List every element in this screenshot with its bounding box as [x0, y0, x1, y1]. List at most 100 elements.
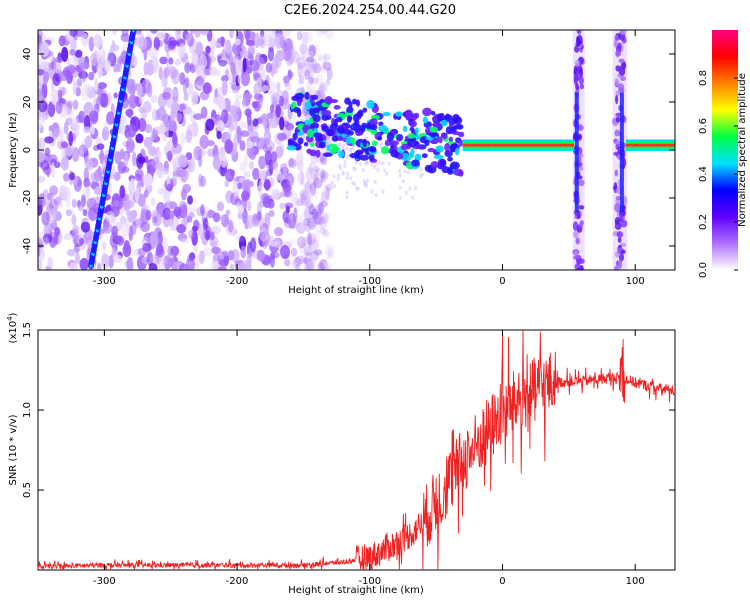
spectral-blob [268, 117, 279, 129]
spectral-blob [232, 44, 241, 55]
spectral-blob [217, 94, 224, 105]
spectral-blob [317, 261, 326, 270]
spectral-blob [38, 198, 43, 206]
spectral-blob [322, 152, 333, 157]
spectral-blob [311, 170, 318, 182]
spectral-blob [316, 168, 322, 175]
spectral-blob [116, 56, 121, 73]
x-tick-label: 100 [626, 576, 645, 587]
spectral-blob [346, 171, 350, 176]
colorbar-tick-label: 0.4 [698, 166, 709, 182]
spectral-blob [116, 235, 125, 246]
spectral-blob [300, 38, 310, 55]
spectral-blob [308, 69, 315, 85]
spectral-blob [134, 188, 140, 203]
spectral-blob [117, 161, 127, 174]
spectral-blob [579, 83, 585, 90]
spectral-blob [177, 233, 188, 242]
spectral-blob [68, 130, 73, 147]
spectral-blob [110, 103, 115, 115]
x-tick-label: -300 [93, 276, 116, 287]
spectral-blob [313, 63, 322, 74]
spectral-blob [80, 221, 91, 233]
spectral-blob [244, 152, 249, 166]
spectral-blob [249, 60, 260, 72]
spectral-blob [448, 123, 454, 128]
spectral-blob [306, 217, 314, 227]
spectral-blob [349, 176, 353, 181]
spectral-blob [575, 82, 580, 91]
spectral-blob [58, 70, 64, 83]
spectral-blob [371, 140, 378, 147]
spectral-blob [96, 63, 104, 73]
spectral-blob [276, 82, 281, 91]
spectral-blob [286, 145, 297, 151]
spectral-blob [86, 159, 94, 171]
spectral-blob [161, 236, 169, 251]
spectral-blob [301, 61, 311, 77]
spectral-blob [618, 259, 623, 269]
spectral-blob [319, 83, 329, 95]
spectral-blob [197, 153, 203, 168]
spectral-blob [615, 116, 621, 123]
spectral-blob [310, 239, 319, 250]
colorbar-gradient [712, 30, 738, 270]
spectral-blob [146, 251, 154, 267]
spectral-blob [314, 204, 322, 218]
spectral-blob [341, 170, 345, 175]
spectral-blob [141, 256, 150, 265]
spectral-blob [134, 173, 142, 181]
spectral-blob [137, 37, 148, 50]
spectral-blob [179, 263, 189, 270]
spectral-blob [319, 259, 328, 270]
spectral-blob [320, 169, 326, 183]
spectral-blob [457, 131, 465, 138]
spectral-blob [136, 82, 143, 97]
spectral-blob [319, 227, 327, 235]
spectral-blob [221, 109, 228, 125]
y-tick-label: 1.5 [22, 322, 33, 338]
colorbar-tick-label: 0.2 [698, 214, 709, 230]
spectral-blob [269, 104, 275, 114]
spectral-blob [315, 149, 321, 158]
spectral-blob [142, 100, 152, 114]
spectral-blob [179, 103, 186, 111]
spectral-blob [318, 30, 329, 35]
spectral-blob [320, 211, 331, 221]
spectral-blob [292, 214, 302, 229]
spectral-blob [50, 219, 58, 231]
spectral-blob [619, 212, 624, 220]
spectral-blob [288, 126, 294, 134]
spectral-blob [304, 223, 312, 233]
spectral-blob [304, 196, 309, 206]
spectral-blob [251, 101, 259, 109]
spectral-blob [153, 36, 160, 51]
spectral-blob [66, 248, 76, 257]
snr-data [37, 329, 676, 571]
y-tick-label: -20 [22, 190, 33, 206]
spectral-blob [265, 34, 274, 48]
spectral-blob [315, 30, 325, 38]
spectral-blob [82, 209, 88, 217]
spectral-blob [38, 259, 43, 270]
spectral-blob [157, 171, 164, 179]
spectral-blob [66, 58, 72, 67]
spectral-blob [615, 196, 621, 201]
spectral-blob [297, 62, 303, 78]
spectral-blob [44, 136, 54, 144]
spectral-blob [297, 171, 305, 185]
spectral-blob [296, 236, 307, 249]
spectral-blob [419, 174, 423, 179]
spectral-blob [438, 136, 443, 144]
spectral-blob [126, 256, 134, 270]
spectral-blob [76, 30, 85, 37]
spectral-blob [376, 168, 380, 173]
spectral-blob [291, 220, 299, 229]
spectral-blob [305, 166, 314, 183]
spectral-blob [399, 195, 403, 200]
spectral-blob [237, 182, 243, 190]
spectral-blob [100, 92, 109, 108]
snr-y-multiplier: (x104) [6, 312, 19, 343]
spectral-blob [449, 161, 460, 170]
spectral-blob [395, 133, 404, 142]
